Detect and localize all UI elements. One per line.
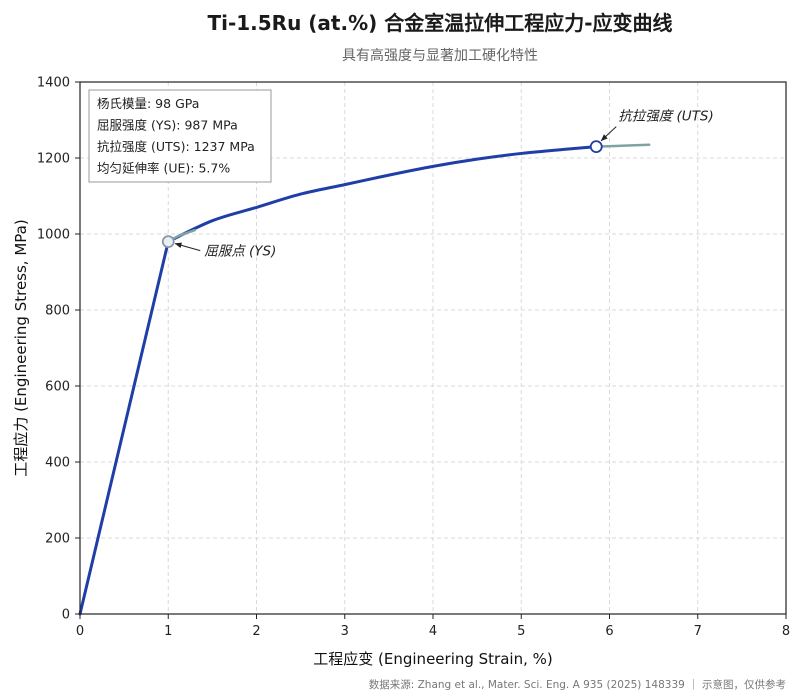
x-tick-label: 2 <box>252 624 260 639</box>
stress-strain-curve <box>78 145 598 616</box>
x-tick-label: 6 <box>605 624 613 639</box>
y-tick-label: 0 <box>62 608 70 623</box>
info-box-frame <box>88 89 272 183</box>
annotation-arrow <box>600 126 617 142</box>
data-series <box>78 143 651 616</box>
uts-marker <box>589 140 603 154</box>
y-tick-label: 800 <box>45 304 70 319</box>
chart-subtitle: 具有高强度与显著加工硬化特性 <box>342 47 538 64</box>
curve-extension <box>595 143 651 148</box>
y-tick-label: 600 <box>45 380 70 395</box>
chart-title: Ti-1.5Ru (at.%) 合金室温拉伸工程应力-应变曲线 <box>207 11 672 35</box>
y-tick-label: 200 <box>45 532 70 547</box>
info-box: 杨氏模量: 98 GPa 屈服强度 (YS): 987 MPa 抗拉强度 (UT… <box>88 89 272 183</box>
y-tick-label: 1400 <box>37 76 70 91</box>
data-markers: 屈服点 (YS) 抗拉强度 (UTS) <box>161 109 714 260</box>
source-note: 数据来源: Zhang et al., Mater. Sci. Eng. A 9… <box>369 678 786 691</box>
y-axis-label: 工程应力 (Engineering Stress, MPa) <box>12 219 30 476</box>
x-axis-label: 工程应变 (Engineering Strain, %) <box>313 650 552 668</box>
yield-point-annotation: 屈服点 (YS) <box>204 244 276 260</box>
x-tick-label: 4 <box>429 624 437 639</box>
y-tick-label: 1200 <box>37 152 70 167</box>
x-tick-label: 0 <box>76 624 84 639</box>
axis-ticks: 0 1 2 3 4 5 6 7 8 0 200 400 600 800 1000 1200 1400 <box>37 76 790 640</box>
uts-annotation: 抗拉强度 (UTS) <box>618 109 714 125</box>
annotation-arrow <box>174 242 201 252</box>
info-line-modulus: 杨氏模量: 98 GPa <box>97 96 199 111</box>
y-tick-label: 400 <box>45 456 70 471</box>
grid-lines <box>80 82 786 614</box>
yield-point-marker <box>161 235 175 249</box>
info-line-elongation: 均匀延伸率 (UE): 5.7% <box>97 161 230 176</box>
x-tick-label: 8 <box>782 624 790 639</box>
info-line-uts: 抗拉强度 (UTS): 1237 MPa <box>97 139 255 154</box>
y-tick-label: 1000 <box>37 228 70 243</box>
x-tick-label: 7 <box>694 624 702 639</box>
x-tick-label: 1 <box>164 624 172 639</box>
info-line-yield: 屈服强度 (YS): 987 MPa <box>97 118 238 133</box>
x-tick-label: 3 <box>341 624 349 639</box>
x-tick-label: 5 <box>517 624 525 639</box>
